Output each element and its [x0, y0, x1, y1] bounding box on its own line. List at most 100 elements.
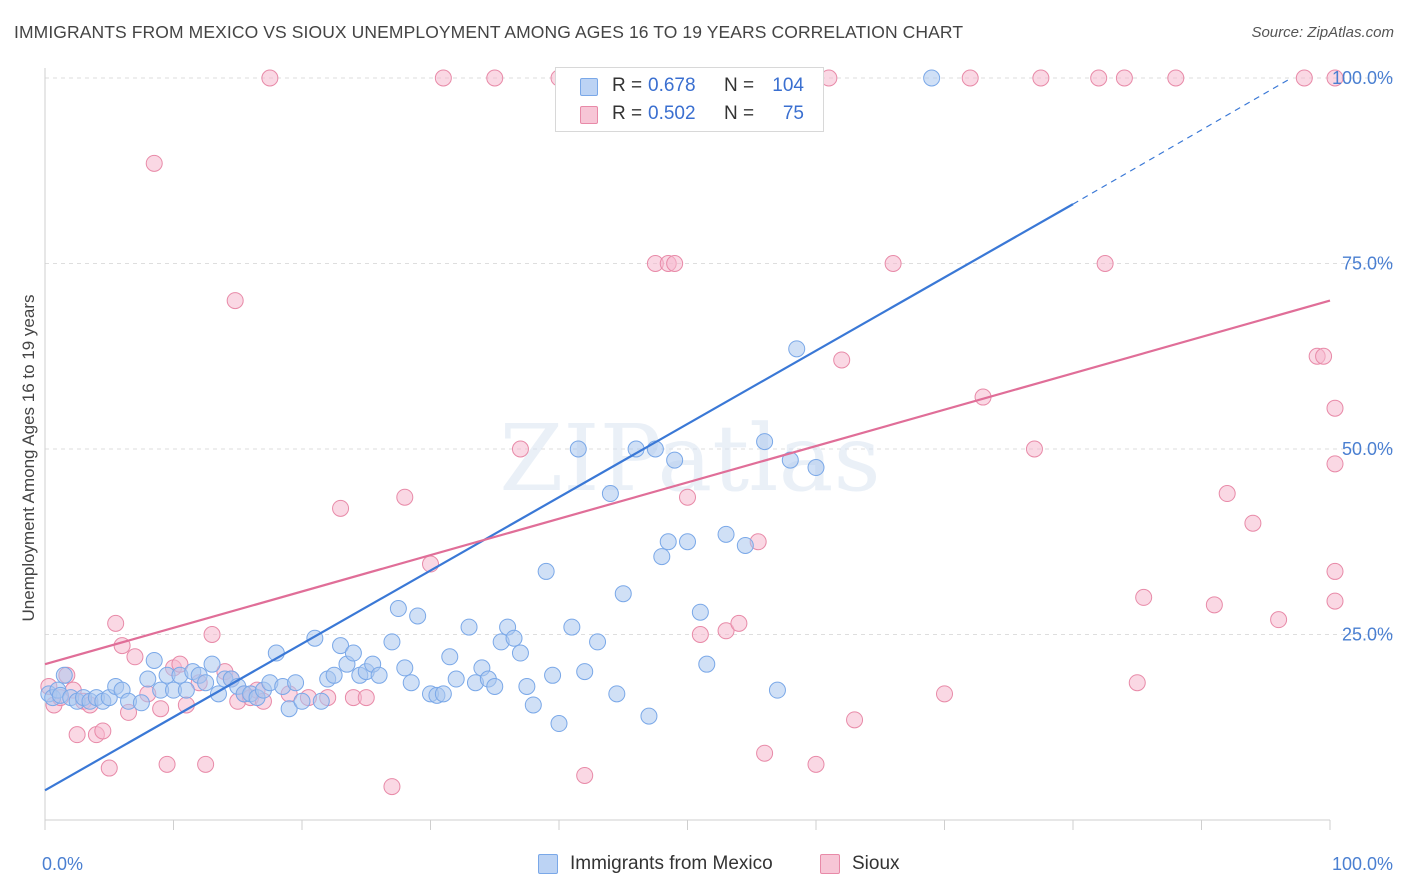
legend-n-label: N =: [724, 75, 755, 96]
mexico-point: [325, 666, 343, 684]
sioux-point: [576, 766, 594, 784]
mexico-point: [312, 692, 330, 710]
sioux-point: [94, 722, 112, 740]
mexico-point: [788, 340, 806, 358]
mexico-point: [370, 666, 388, 684]
bottom-legend-label-mexico: Immigrants from Mexico: [570, 853, 773, 874]
sioux-point: [145, 154, 163, 172]
sioux-point: [1326, 399, 1344, 417]
sioux-point: [1244, 514, 1262, 532]
sioux-point: [717, 622, 735, 640]
mexico-point: [441, 648, 459, 666]
sioux-point: [1128, 674, 1146, 692]
mexico-point: [768, 681, 786, 699]
mexico-point: [659, 533, 677, 551]
mexico-point: [344, 644, 362, 662]
legend-swatch-sioux: [580, 106, 598, 124]
y-tick-label: 75.0%: [1342, 254, 1393, 274]
sioux-trend-line: [44, 299, 1331, 666]
sioux-point: [1096, 255, 1114, 272]
sioux-point: [1315, 347, 1333, 365]
y-tick-label: 25.0%: [1342, 625, 1393, 645]
y-axis-label: Unemployment Among Ages 16 to 19 years: [19, 294, 38, 622]
mexico-point: [576, 663, 594, 681]
sioux-point: [197, 755, 215, 773]
sioux-point: [152, 700, 170, 718]
correlation-legend: R = 0.678 N = 104 R = 0.502 N = 75: [555, 67, 824, 132]
sioux-point: [396, 488, 414, 506]
mexico-point: [736, 536, 754, 554]
sioux-point: [807, 755, 825, 773]
sioux-point: [833, 351, 851, 369]
mexico-point: [389, 600, 407, 618]
sioux-point: [730, 614, 748, 632]
mexico-point: [756, 433, 774, 451]
mexico-point: [653, 548, 671, 566]
mexico-point: [409, 607, 427, 625]
sioux-point: [1218, 485, 1236, 503]
mexico-point: [640, 707, 658, 725]
trend-lines: [44, 77, 1331, 792]
mexico-point: [332, 637, 350, 655]
legend-r-label: R =: [612, 75, 643, 96]
mexico-point: [177, 681, 195, 699]
mexico-point: [691, 603, 709, 621]
mexico-point: [601, 485, 619, 503]
sioux-point: [1115, 69, 1133, 87]
mexico-point: [447, 670, 465, 688]
sioux-point: [68, 726, 86, 744]
sioux-point: [126, 648, 144, 666]
sioux-point: [884, 255, 902, 272]
mexico-point: [807, 459, 825, 477]
bottom-legend-swatch-mexico: [538, 854, 558, 874]
sioux-point: [1270, 611, 1288, 629]
mexico-point: [511, 644, 529, 662]
mexico-point: [55, 666, 73, 684]
mexico-point: [698, 655, 716, 673]
y-tick-label: 100.0%: [1332, 68, 1393, 88]
mexico-point: [781, 451, 799, 469]
mexico-point: [923, 69, 941, 87]
sioux-point: [107, 614, 125, 632]
legend-row-mexico: R = 0.678 N = 104: [556, 73, 823, 101]
mexico-point: [524, 696, 542, 714]
sioux-point: [511, 440, 529, 458]
tick-labels: 25.0% 50.0% 75.0% 100.0% 0.0% 100.0%: [42, 68, 1393, 874]
sioux-point: [1326, 455, 1344, 473]
chart-title: IMMIGRANTS FROM MEXICO VS SIOUX UNEMPLOY…: [14, 22, 964, 42]
mexico-point: [197, 674, 215, 692]
sioux-point: [1295, 69, 1313, 87]
sioux-point: [756, 744, 774, 762]
mexico-point: [203, 655, 221, 673]
mexico-point: [544, 666, 562, 684]
sioux-point: [1135, 588, 1153, 606]
mexico-point: [589, 633, 607, 651]
mexico-point: [679, 533, 696, 551]
mexico-point: [505, 629, 523, 647]
sioux-point: [332, 499, 350, 517]
mexico-point: [287, 674, 305, 692]
mexico-point: [666, 451, 684, 469]
mexico-point: [132, 694, 150, 712]
legend-r-value: 0.678: [648, 75, 696, 96]
sioux-point: [1167, 69, 1185, 87]
mexico-point: [396, 659, 414, 677]
y-tick-label: 50.0%: [1342, 439, 1393, 459]
sioux-point: [1326, 69, 1344, 87]
grid: [45, 77, 1395, 635]
legend-row-sioux: R = 0.502 N = 75: [556, 101, 823, 129]
sioux-point: [261, 69, 279, 87]
sioux-point: [691, 626, 709, 643]
mexico-point: [460, 618, 478, 636]
bottom-legend-label-sioux: Sioux: [852, 853, 900, 874]
legend-n-value: 104: [772, 75, 804, 96]
mexico-point: [614, 585, 632, 603]
mexico-point: [293, 692, 311, 710]
mexico-point: [563, 618, 581, 636]
mexico-point: [139, 670, 157, 688]
sioux-point: [1025, 440, 1043, 458]
sioux-point: [846, 711, 864, 729]
sioux-point: [100, 759, 118, 777]
mexico-point: [569, 440, 587, 458]
sioux-point: [1205, 596, 1223, 614]
